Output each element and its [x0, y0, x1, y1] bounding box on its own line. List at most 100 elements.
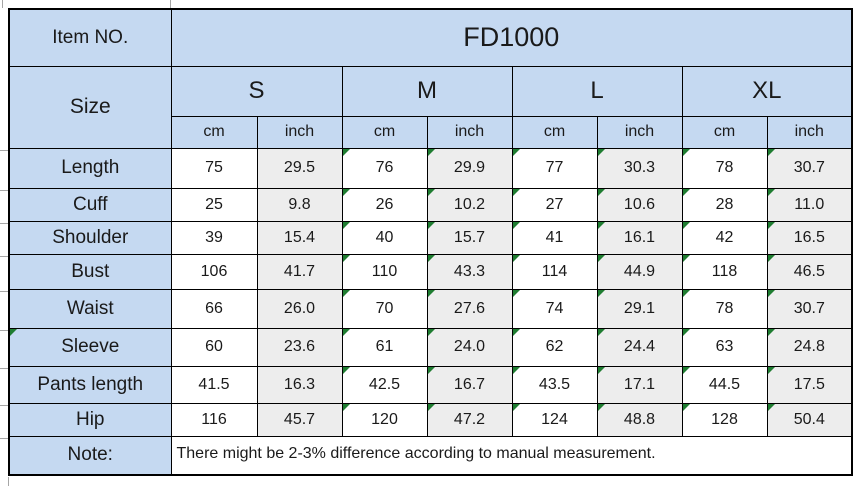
value-cell: 42 — [681, 220, 768, 255]
note-label-cell: Note: — [8, 435, 172, 476]
value-cell: 26 — [341, 187, 428, 222]
cell-value: 10.2 — [453, 195, 486, 213]
value-cell: 128 — [681, 402, 768, 437]
value-cell: 41.5 — [170, 365, 258, 404]
value-cell: 27 — [511, 187, 598, 222]
flag-icon — [513, 189, 520, 196]
cell-value: 114 — [541, 262, 568, 280]
row-label-hip: Hip — [8, 402, 172, 437]
gridline-stub — [8, 477, 9, 486]
flag-icon — [683, 404, 690, 411]
flag-icon — [428, 367, 435, 374]
cell-value: 50.4 — [793, 410, 825, 428]
flag-icon — [428, 255, 435, 262]
flag-icon — [598, 149, 605, 156]
flag-icon — [343, 149, 350, 156]
value-cell: 75 — [170, 147, 258, 189]
value-cell: 76 — [341, 147, 428, 189]
value-cell: 62 — [511, 327, 598, 367]
item-no-value-cell: FD1000 — [170, 8, 853, 67]
note-row: Note: There might be 2-3% difference acc… — [8, 435, 853, 476]
cell-value: 15.7 — [453, 228, 486, 246]
value-cell: 70 — [341, 288, 428, 329]
cell-value: 27 — [545, 195, 564, 213]
cell-value: 43.5 — [538, 375, 571, 393]
flag-icon — [513, 329, 520, 336]
flag-icon — [683, 189, 690, 196]
flag-icon — [598, 329, 605, 336]
unit-cm-cell: cm — [170, 115, 258, 149]
flag-icon — [768, 404, 775, 411]
flag-icon — [428, 189, 435, 196]
flag-icon — [343, 222, 350, 229]
row-label-shoulder: Shoulder — [8, 220, 172, 255]
cell-value: 42 — [715, 228, 734, 246]
gridline-stub — [0, 330, 8, 331]
value-cell: 116 — [170, 402, 258, 437]
unit-inch-cell: inch — [596, 115, 683, 149]
value-cell: 10.6 — [596, 187, 683, 222]
flag-icon — [683, 222, 690, 229]
cell-value: 30.3 — [623, 159, 656, 176]
value-cell: 24.0 — [426, 327, 513, 367]
value-cell: 25 — [170, 187, 258, 222]
header-row-item: Item NO. FD1000 — [8, 8, 853, 67]
value-cell: 15.7 — [426, 220, 513, 255]
row-label-pants-length: Pants length — [8, 365, 172, 404]
value-cell: 30.7 — [766, 288, 853, 329]
gridline-stub — [0, 405, 8, 406]
value-cell: 66 — [170, 288, 258, 329]
cell-value: 74 — [545, 299, 564, 317]
value-cell: 44.9 — [596, 253, 683, 290]
cell-value: 43.3 — [453, 262, 486, 280]
gridline-stub — [0, 291, 8, 292]
flag-icon — [598, 189, 605, 196]
row-label-length: Length — [8, 147, 172, 189]
value-cell: 41.7 — [256, 253, 343, 290]
value-cell: 27.6 — [426, 288, 513, 329]
cell-value: 24.0 — [453, 338, 486, 355]
size-label-cell: Size — [8, 65, 172, 149]
cell-value: 76 — [375, 159, 394, 176]
value-cell: 24.4 — [596, 327, 683, 367]
unit-cm-cell: cm — [341, 115, 428, 149]
value-cell: 24.8 — [766, 327, 853, 367]
data-row-hip: Hip 116 45.7 120 47.2 124 48.8 128 50.4 — [8, 402, 853, 437]
cell-value: 16.1 — [623, 228, 656, 246]
value-cell: 61 — [341, 327, 428, 367]
size-s-cell: S — [170, 65, 343, 117]
cell-value: 30.7 — [793, 299, 825, 317]
value-cell: 48.8 — [596, 402, 683, 437]
value-cell: 50.4 — [766, 402, 853, 437]
flag-icon — [683, 367, 690, 374]
value-cell: 39 — [170, 220, 258, 255]
cell-value: 118 — [711, 262, 738, 280]
value-cell: 42.5 — [341, 365, 428, 404]
row-label-cuff: Cuff — [8, 187, 172, 222]
gridline-stub — [0, 223, 8, 224]
flag-icon — [683, 255, 690, 262]
cell-value: 42.5 — [368, 375, 401, 393]
flag-icon — [768, 189, 775, 196]
data-row-waist: Waist 66 26.0 70 27.6 74 29.1 78 30.7 — [8, 288, 853, 329]
header-row-sizes: Size S M L XL — [8, 65, 853, 149]
gridline-stub — [0, 256, 8, 257]
flag-icon — [343, 290, 350, 297]
value-cell: 9.8 — [256, 187, 343, 222]
cell-value: 10.6 — [623, 195, 656, 213]
value-cell: 46.5 — [766, 253, 853, 290]
flag-icon — [768, 329, 775, 336]
cell-value: 44.5 — [708, 375, 741, 393]
value-cell: 17.5 — [766, 365, 853, 404]
value-cell: 16.7 — [426, 365, 513, 404]
value-cell: 106 — [170, 253, 258, 290]
cell-value: 29.1 — [623, 299, 656, 317]
cell-value: 120 — [371, 410, 398, 428]
cell-value: 17.1 — [623, 375, 656, 393]
value-cell: 63 — [681, 327, 768, 367]
value-cell: 74 — [511, 288, 598, 329]
cell-value: 124 — [541, 410, 568, 428]
gridline-stub — [0, 190, 8, 191]
size-m-cell: M — [341, 65, 513, 117]
data-row-shoulder: Shoulder 39 15.4 40 15.7 41 16.1 42 16.5 — [8, 220, 853, 255]
